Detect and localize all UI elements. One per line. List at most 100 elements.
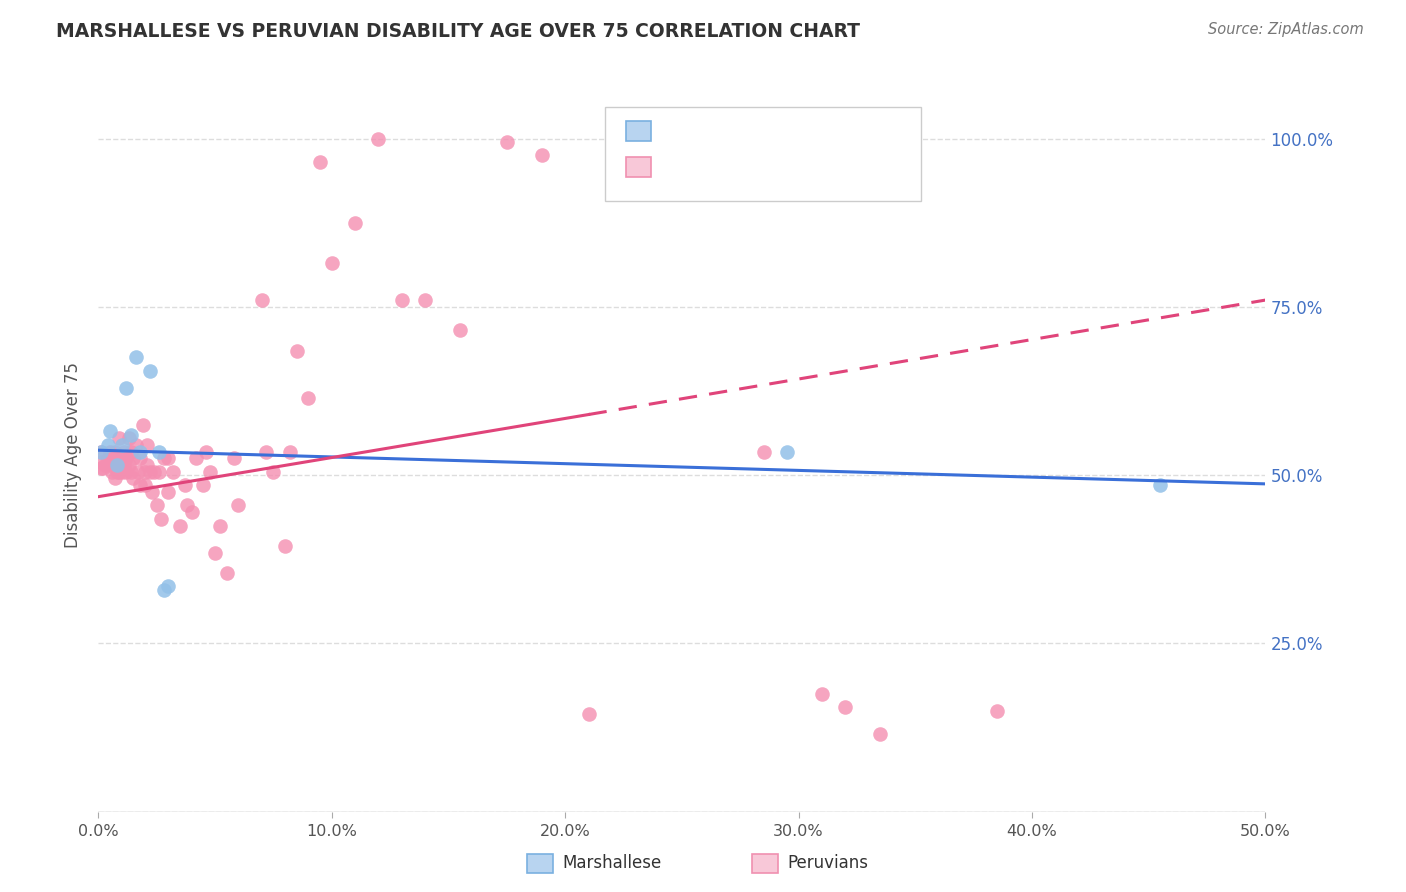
Text: MARSHALLESE VS PERUVIAN DISABILITY AGE OVER 75 CORRELATION CHART: MARSHALLESE VS PERUVIAN DISABILITY AGE O… <box>56 22 860 41</box>
Point <box>91 461 114 475</box>
Point <box>986 704 1008 718</box>
Point <box>120 465 142 479</box>
Point <box>180 505 202 519</box>
Point <box>98 444 121 458</box>
Point <box>125 438 148 452</box>
Point <box>143 465 166 479</box>
Point <box>146 499 169 513</box>
Point <box>134 478 156 492</box>
Point <box>495 135 517 149</box>
Point <box>104 471 127 485</box>
Point <box>111 438 134 452</box>
Point <box>285 343 308 358</box>
Point <box>162 465 184 479</box>
Text: Source: ZipAtlas.com: Source: ZipAtlas.com <box>1208 22 1364 37</box>
Point <box>105 465 128 479</box>
Point <box>111 451 134 466</box>
Point <box>274 539 297 553</box>
Point <box>101 465 124 479</box>
Point <box>98 425 121 439</box>
Text: N =: N = <box>759 120 799 137</box>
Point <box>449 323 471 337</box>
Point <box>148 444 170 458</box>
Point <box>136 458 159 472</box>
Point <box>115 451 138 466</box>
Point <box>215 566 238 580</box>
Text: Marshallese: Marshallese <box>562 854 662 871</box>
Point <box>752 444 775 458</box>
Point <box>129 451 152 466</box>
Point <box>118 431 141 445</box>
Point <box>152 582 174 597</box>
Text: 0.176: 0.176 <box>693 155 742 173</box>
Point <box>90 444 112 458</box>
Point <box>112 444 135 458</box>
Point <box>228 499 250 513</box>
Point <box>108 431 131 445</box>
Text: 15: 15 <box>792 120 814 137</box>
Point <box>173 478 195 492</box>
Point <box>811 687 834 701</box>
Point <box>278 444 301 458</box>
Point <box>101 451 124 466</box>
Point <box>115 381 138 395</box>
Point <box>776 444 799 458</box>
Text: Peruvians: Peruvians <box>787 854 869 871</box>
Text: 83: 83 <box>792 155 814 173</box>
Text: -0.084: -0.084 <box>693 120 749 137</box>
Text: R =: R = <box>661 155 699 173</box>
Point <box>1149 478 1171 492</box>
Point <box>157 451 180 466</box>
Point <box>90 444 112 458</box>
Point <box>108 451 131 466</box>
Point <box>367 131 389 145</box>
Point <box>134 465 156 479</box>
Point <box>118 458 141 472</box>
Point <box>94 458 117 472</box>
Point <box>108 465 131 479</box>
Point <box>530 148 553 162</box>
Point <box>97 451 120 466</box>
Point <box>90 461 112 475</box>
Point <box>90 455 112 469</box>
Point <box>222 451 245 466</box>
Point <box>120 427 142 442</box>
Point <box>309 155 332 169</box>
Point <box>869 727 891 741</box>
Point <box>157 485 180 500</box>
Point <box>139 465 162 479</box>
Point <box>129 478 152 492</box>
Point <box>200 465 222 479</box>
Point <box>97 438 120 452</box>
Point <box>105 458 128 472</box>
Point <box>176 499 198 513</box>
Point <box>262 465 284 479</box>
Point <box>132 417 155 432</box>
Point <box>391 293 413 307</box>
Point <box>148 465 170 479</box>
Point <box>129 444 152 458</box>
Point <box>120 444 142 458</box>
Point <box>115 465 138 479</box>
Point <box>194 444 217 458</box>
Point <box>297 391 319 405</box>
Point <box>344 216 367 230</box>
Point <box>250 293 273 307</box>
Point <box>98 458 121 472</box>
Point <box>186 451 208 466</box>
Point <box>204 545 226 559</box>
Point <box>112 458 135 472</box>
Point <box>122 451 145 466</box>
Point <box>578 707 600 722</box>
Text: N =: N = <box>759 155 799 173</box>
Point <box>150 512 173 526</box>
Point <box>127 465 149 479</box>
Point <box>413 293 436 307</box>
Point <box>141 485 163 500</box>
Point <box>834 700 856 714</box>
Point <box>111 465 134 479</box>
Point <box>136 438 159 452</box>
Point <box>152 451 174 466</box>
Point <box>105 458 128 472</box>
Point <box>104 444 127 458</box>
